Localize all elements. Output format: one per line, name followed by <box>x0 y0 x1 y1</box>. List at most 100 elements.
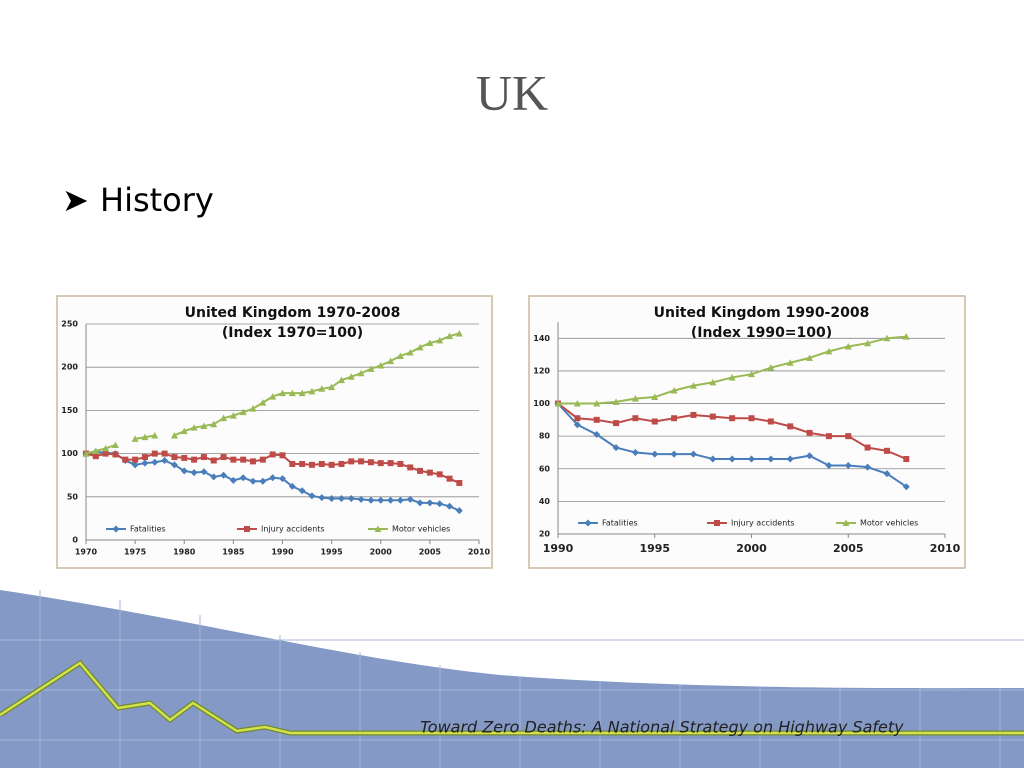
marker <box>593 431 601 439</box>
marker <box>446 502 454 510</box>
marker <box>249 477 257 485</box>
marker <box>670 450 678 458</box>
marker <box>170 431 178 439</box>
marker <box>407 464 414 471</box>
marker <box>239 408 247 416</box>
marker <box>883 334 891 342</box>
marker <box>584 519 592 527</box>
chart: United Kingdom 1970-2008 (Index 1970=100)… <box>56 295 493 569</box>
x-tick-label: 1985 <box>222 548 245 557</box>
y-tick-label: 80 <box>539 432 551 441</box>
marker <box>240 456 247 463</box>
y-tick-label: 20 <box>539 530 551 539</box>
marker <box>348 458 355 465</box>
marker <box>825 462 833 470</box>
marker <box>151 458 159 466</box>
marker <box>632 415 639 422</box>
y-tick-label: 120 <box>533 366 550 375</box>
marker <box>709 413 716 420</box>
marker <box>748 455 755 463</box>
marker <box>436 471 443 478</box>
marker <box>825 433 832 440</box>
marker <box>357 495 365 503</box>
legend-label: Motor vehicles <box>860 519 918 528</box>
marker <box>903 455 910 462</box>
marker <box>670 386 678 394</box>
marker <box>358 458 365 465</box>
legend-label: Injury accidents <box>731 519 795 528</box>
marker <box>210 457 217 464</box>
marker <box>573 400 581 407</box>
x-tick-label: 2010 <box>468 548 491 557</box>
marker <box>141 433 149 441</box>
marker <box>220 414 228 422</box>
marker <box>200 454 207 461</box>
x-tick-label: 1990 <box>271 548 294 557</box>
y-tick-label: 50 <box>67 492 79 501</box>
marker <box>416 499 424 507</box>
marker <box>436 500 444 508</box>
bullet-text: History <box>100 181 214 219</box>
marker <box>269 474 277 482</box>
x-tick-label: 1970 <box>75 548 98 557</box>
marker <box>748 370 755 378</box>
marker <box>767 418 774 425</box>
y-tick-label: 200 <box>61 363 78 372</box>
marker <box>844 342 852 350</box>
y-tick-label: 100 <box>61 449 78 458</box>
marker <box>249 405 257 412</box>
marker <box>239 474 247 482</box>
marker <box>377 460 384 467</box>
marker <box>269 451 276 458</box>
marker <box>426 499 434 507</box>
marker <box>426 469 433 476</box>
marker <box>328 461 335 468</box>
marker <box>396 352 404 359</box>
marker <box>122 456 129 463</box>
slide-title: UK <box>476 64 548 120</box>
marker <box>200 422 208 429</box>
marker <box>151 431 159 439</box>
marker <box>279 452 286 459</box>
y-tick-label: 40 <box>539 497 551 506</box>
marker <box>161 450 168 457</box>
marker <box>689 382 697 389</box>
y-tick-label: 250 <box>61 320 78 329</box>
marker <box>574 415 581 422</box>
marker <box>180 467 188 475</box>
marker <box>612 444 620 452</box>
marker <box>406 349 414 356</box>
marker <box>347 495 355 503</box>
marker <box>220 454 227 461</box>
marker <box>318 385 326 392</box>
y-tick-label: 100 <box>533 399 550 408</box>
marker <box>842 519 850 526</box>
marker <box>671 415 678 422</box>
marker <box>279 389 286 397</box>
marker <box>132 456 139 463</box>
chart-subtitle: (Index 1970=100) <box>222 325 363 341</box>
marker <box>82 450 90 457</box>
chart: United Kingdom 1990-2008 (Index 1990=100)… <box>528 295 966 569</box>
marker <box>151 450 158 457</box>
chart-frame <box>528 295 966 569</box>
marker <box>417 467 424 474</box>
marker <box>631 395 639 402</box>
marker <box>728 373 736 381</box>
marker <box>651 393 659 401</box>
marker <box>787 423 794 430</box>
marker <box>92 453 99 460</box>
marker <box>229 412 237 419</box>
marker <box>92 447 100 455</box>
marker <box>709 455 717 463</box>
marker <box>357 369 365 377</box>
x-tick-label: 2000 <box>736 542 767 555</box>
chart-subtitle: (Index 1990=100) <box>691 325 832 341</box>
marker <box>387 460 394 467</box>
marker <box>141 454 148 461</box>
marker <box>806 452 814 460</box>
marker <box>377 361 385 369</box>
marker <box>806 354 814 361</box>
